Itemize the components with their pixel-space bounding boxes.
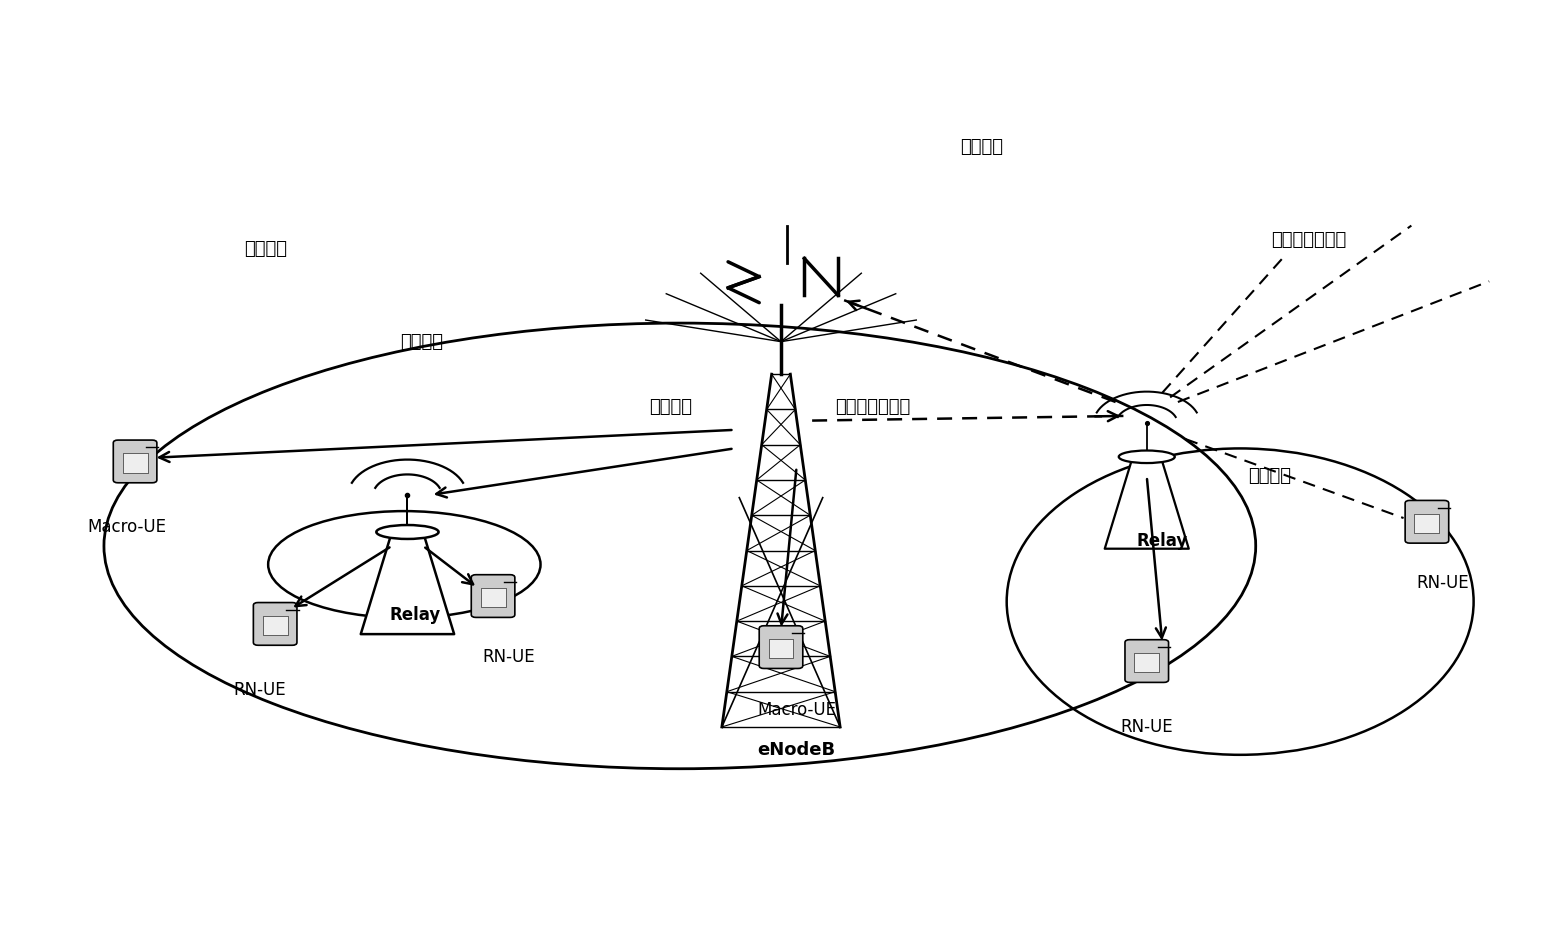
Text: 回程链路: 回程链路 [400, 333, 442, 350]
FancyBboxPatch shape [472, 574, 515, 617]
Text: eNodeB: eNodeB [758, 741, 836, 759]
Bar [123, 453, 147, 473]
Bar [481, 587, 506, 607]
Bar [769, 639, 793, 658]
Text: Relay: Relay [389, 606, 440, 624]
Text: 直传链路: 直传链路 [648, 398, 692, 416]
Text: RN-UE: RN-UE [1120, 717, 1173, 736]
FancyBboxPatch shape [1125, 640, 1168, 683]
FancyBboxPatch shape [253, 602, 297, 645]
Text: 下行回程自干扰: 下行回程自干扰 [836, 398, 911, 416]
Text: RN-UE: RN-UE [483, 648, 534, 666]
Text: 上行回程自干扰: 上行回程自干扰 [1271, 231, 1346, 248]
Polygon shape [361, 532, 455, 634]
Bar [1415, 514, 1439, 533]
Text: RN-UE: RN-UE [1417, 573, 1468, 592]
Text: Macro-UE: Macro-UE [758, 701, 836, 719]
FancyBboxPatch shape [1406, 501, 1448, 544]
Text: 回程链路: 回程链路 [961, 137, 1003, 156]
Bar [1134, 653, 1159, 672]
Polygon shape [1104, 457, 1189, 548]
Text: Relay: Relay [1137, 532, 1189, 550]
FancyBboxPatch shape [759, 626, 803, 669]
FancyBboxPatch shape [114, 440, 156, 483]
Bar [262, 616, 287, 635]
Text: Macro-UE: Macro-UE [87, 518, 167, 536]
Text: 接入链路: 接入链路 [1248, 467, 1290, 486]
Ellipse shape [376, 525, 439, 539]
Text: 直传链路: 直传链路 [244, 240, 287, 258]
Text: RN-UE: RN-UE [233, 681, 286, 699]
Ellipse shape [1118, 450, 1175, 463]
